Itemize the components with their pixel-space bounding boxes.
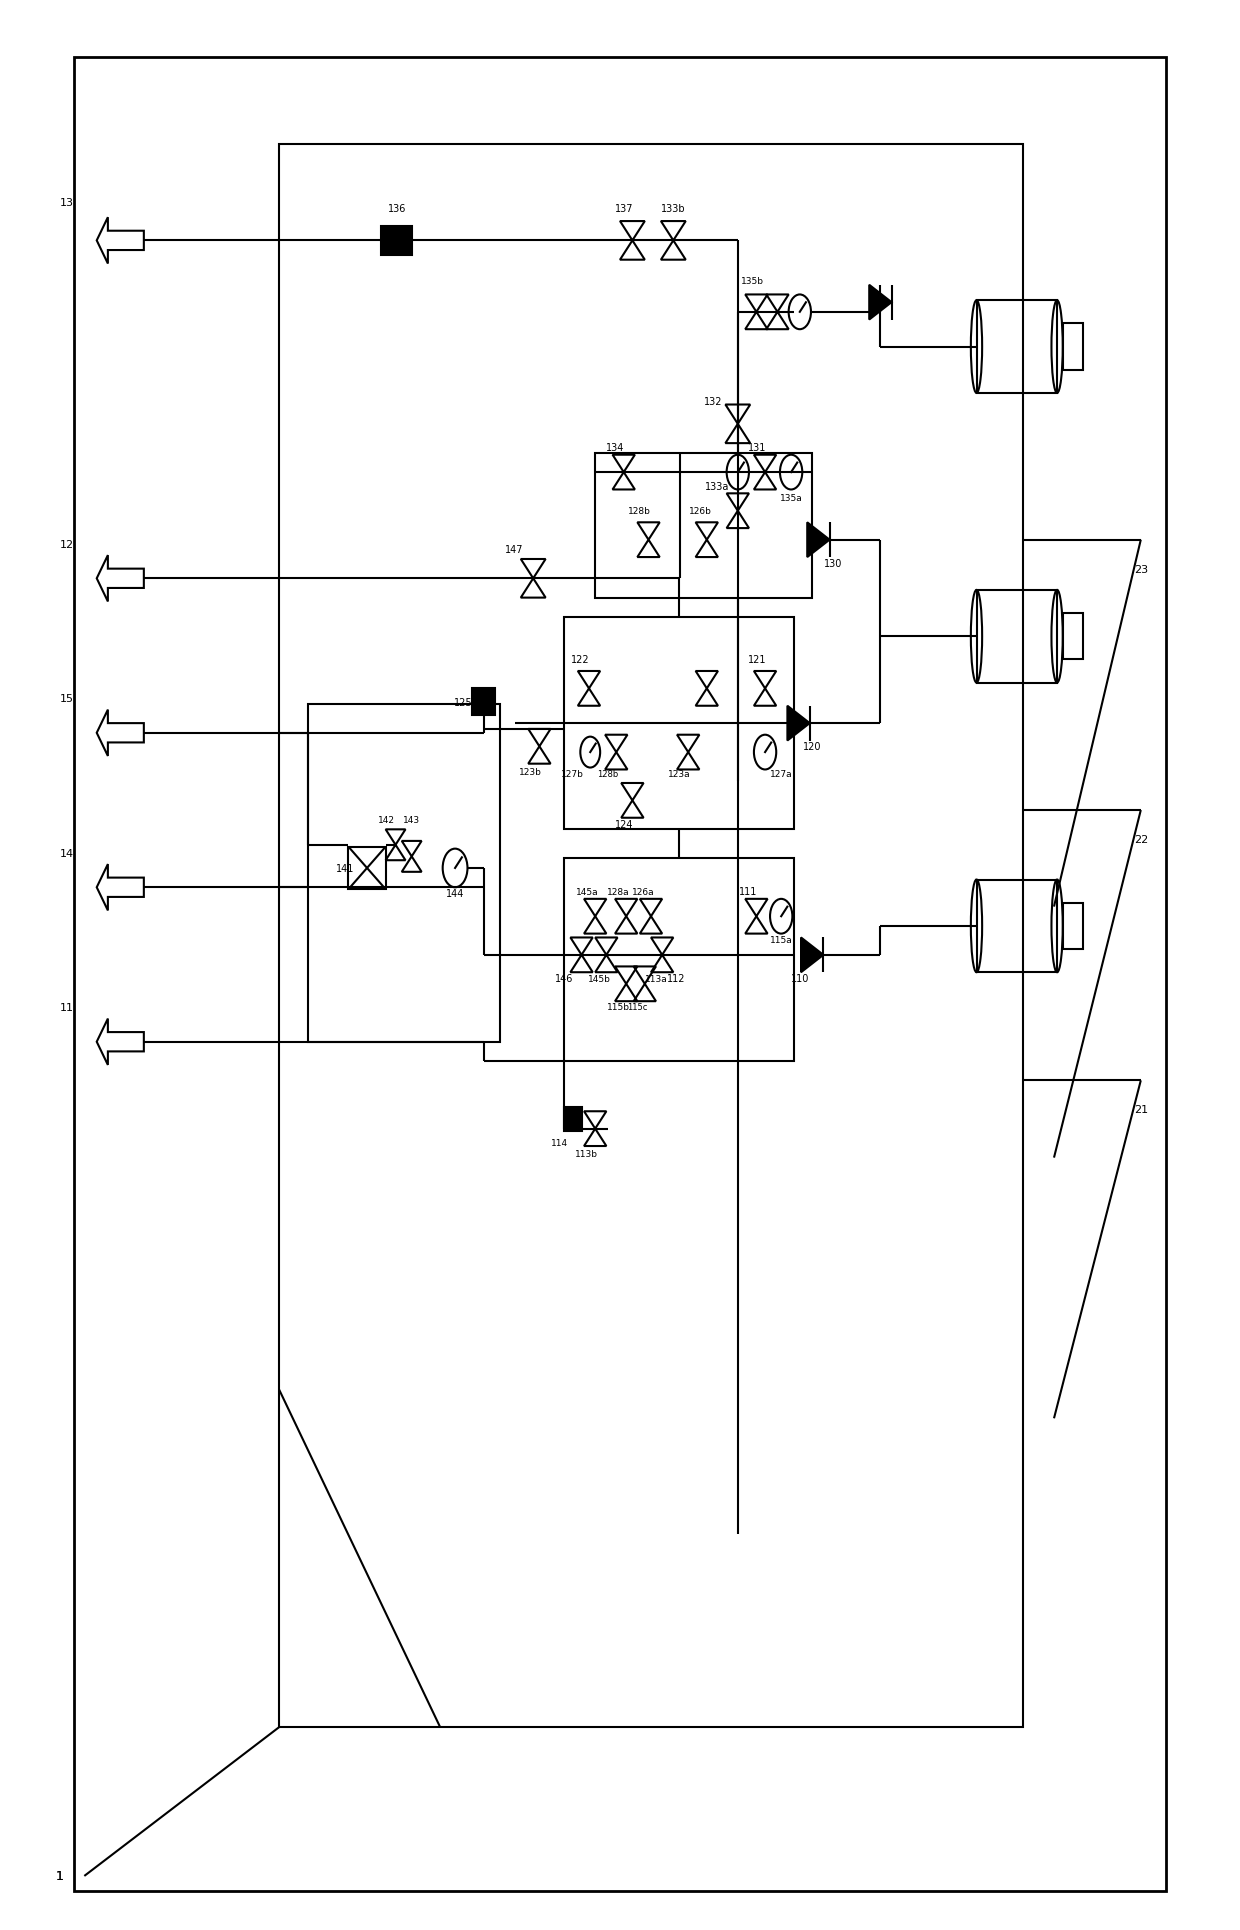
Text: 128a: 128a <box>608 888 630 896</box>
Text: 126a: 126a <box>632 888 655 896</box>
Text: 136: 136 <box>388 203 405 214</box>
Polygon shape <box>97 556 144 602</box>
Text: 127b: 127b <box>562 770 584 778</box>
Text: 142: 142 <box>378 816 396 824</box>
Text: 128b: 128b <box>629 508 651 515</box>
Text: 115c: 115c <box>627 1004 647 1011</box>
Text: 113b: 113b <box>575 1150 598 1158</box>
Bar <box>977 591 1058 683</box>
Polygon shape <box>807 523 830 558</box>
Text: 124: 124 <box>615 818 632 830</box>
Text: 15: 15 <box>60 693 74 704</box>
Text: 128b: 128b <box>596 770 619 778</box>
Text: 22: 22 <box>1133 834 1148 845</box>
Text: 146: 146 <box>556 973 573 984</box>
Text: 23: 23 <box>1133 564 1148 575</box>
Text: 12: 12 <box>60 538 74 550</box>
Polygon shape <box>97 218 144 264</box>
Bar <box>308 704 500 1042</box>
Text: 147: 147 <box>506 544 523 556</box>
Text: 1: 1 <box>56 1870 63 1882</box>
Text: 141: 141 <box>336 863 353 874</box>
Text: 132: 132 <box>704 396 722 407</box>
Text: 120: 120 <box>804 741 821 753</box>
Text: 112: 112 <box>667 973 684 984</box>
Polygon shape <box>801 938 823 973</box>
Text: 111: 111 <box>739 886 756 897</box>
Bar <box>1063 903 1084 950</box>
Text: 123b: 123b <box>520 768 542 776</box>
Text: 127a: 127a <box>770 770 792 778</box>
Text: 143: 143 <box>403 816 420 824</box>
Text: 115a: 115a <box>770 936 792 944</box>
Bar <box>1063 324 1084 371</box>
Polygon shape <box>787 706 810 741</box>
Text: 145b: 145b <box>588 975 610 982</box>
Bar <box>348 847 386 890</box>
Bar <box>563 1108 583 1131</box>
Bar <box>977 880 1058 973</box>
Text: 121: 121 <box>749 654 766 666</box>
Text: 130: 130 <box>825 558 842 569</box>
Text: 11: 11 <box>60 1002 74 1013</box>
Text: 135b: 135b <box>742 278 764 286</box>
Text: 113a: 113a <box>645 975 667 982</box>
Text: 122: 122 <box>570 654 590 666</box>
Text: 115b: 115b <box>608 1004 630 1011</box>
Bar <box>564 859 794 1062</box>
Polygon shape <box>97 865 144 911</box>
Polygon shape <box>97 710 144 757</box>
Text: 134: 134 <box>606 442 624 454</box>
Text: 135a: 135a <box>780 494 802 502</box>
Text: 131: 131 <box>749 442 766 454</box>
Bar <box>74 58 1166 1891</box>
Text: 125: 125 <box>454 697 474 708</box>
Text: 137: 137 <box>615 203 632 214</box>
Text: 126b: 126b <box>689 508 712 515</box>
Polygon shape <box>97 1019 144 1065</box>
Text: 14: 14 <box>60 847 74 859</box>
Bar <box>472 689 495 716</box>
Bar <box>977 301 1058 394</box>
Text: 144: 144 <box>446 888 464 899</box>
Text: 114: 114 <box>551 1139 568 1146</box>
Bar <box>382 226 413 255</box>
Text: 1: 1 <box>56 1870 63 1882</box>
Text: 133a: 133a <box>704 481 729 492</box>
Bar <box>279 145 1023 1727</box>
Text: 123a: 123a <box>668 770 691 778</box>
Bar <box>595 454 812 598</box>
Text: 21: 21 <box>1133 1104 1148 1116</box>
Bar <box>564 618 794 830</box>
Bar <box>1063 614 1084 660</box>
Text: 13: 13 <box>60 197 74 208</box>
Text: 110: 110 <box>791 973 808 984</box>
Text: 145a: 145a <box>577 888 599 896</box>
Polygon shape <box>869 286 892 320</box>
Text: 133b: 133b <box>661 203 686 214</box>
